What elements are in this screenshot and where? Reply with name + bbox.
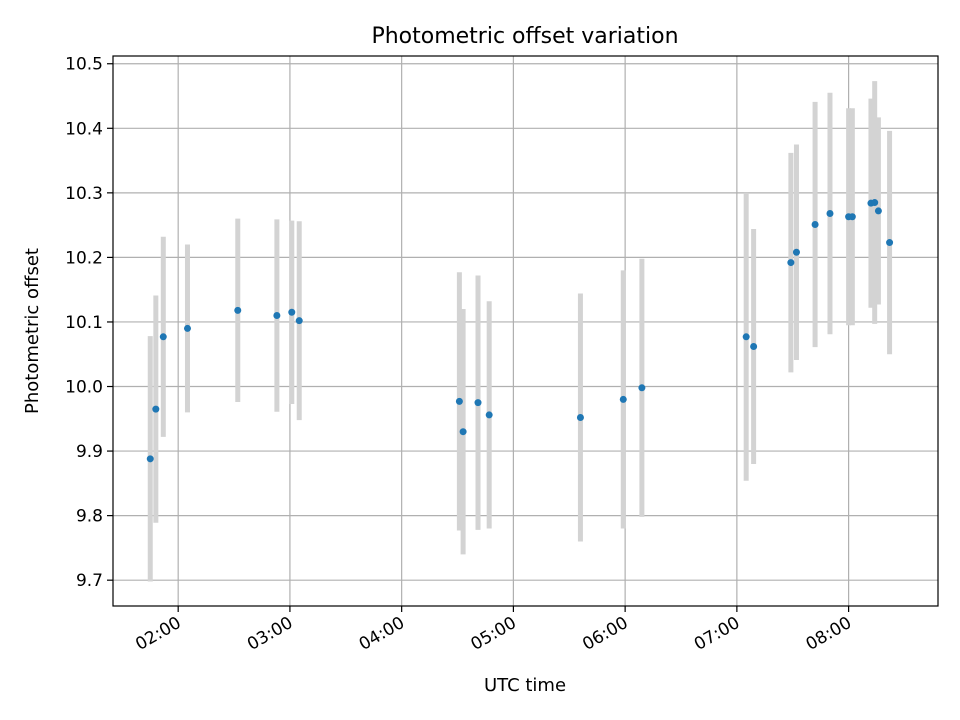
y-axis-label: Photometric offset: [22, 248, 43, 414]
y-tick-label: 10.3: [65, 184, 103, 204]
data-points: [146, 199, 894, 463]
data-point: [455, 397, 463, 405]
data-point: [576, 414, 584, 422]
data-point: [787, 259, 795, 267]
data-point: [159, 333, 167, 341]
x-tick-label: 06:00: [579, 613, 631, 655]
y-tick-label: 9.9: [76, 442, 103, 462]
data-point: [792, 248, 800, 256]
x-tick-label: 03:00: [244, 613, 296, 655]
x-tick-label: 04:00: [356, 613, 408, 655]
data-point: [871, 199, 879, 207]
data-point: [750, 342, 758, 350]
data-point: [742, 333, 750, 341]
x-tick-label: 02:00: [132, 613, 184, 655]
y-tick-label: 10.5: [65, 55, 103, 75]
data-point: [295, 317, 303, 325]
data-point: [146, 455, 154, 463]
data-point: [474, 399, 482, 407]
x-tick-label: 05:00: [467, 613, 519, 655]
error-bars: [147, 81, 893, 582]
x-tick-label: 07:00: [691, 613, 743, 655]
data-point: [234, 306, 242, 314]
data-point: [152, 405, 160, 413]
data-point: [874, 207, 882, 215]
plot-frame: [112, 55, 939, 607]
y-tick-label: 10.1: [65, 313, 103, 333]
data-point: [848, 213, 856, 221]
y-tick-label: 9.8: [76, 507, 103, 527]
data-point: [288, 308, 296, 316]
y-tick-label: 10.0: [65, 378, 103, 398]
data-point: [811, 220, 819, 228]
data-point: [886, 239, 894, 247]
y-tick-label: 10.4: [65, 119, 103, 139]
data-point: [273, 312, 281, 320]
data-point: [638, 384, 646, 392]
data-point: [826, 210, 834, 218]
chart-title: Photometric offset variation: [371, 24, 678, 49]
y-axis-ticks: 9.7 9.8 9.9 10.0 10.1 10.2 10.3 10.4 10.5: [65, 55, 113, 591]
data-point: [619, 395, 627, 403]
x-tick-label: 08:00: [803, 613, 855, 655]
y-tick-label: 9.7: [76, 571, 103, 591]
data-point: [183, 324, 191, 332]
y-tick-label: 10.2: [65, 248, 103, 268]
data-point: [459, 428, 467, 436]
data-point: [485, 411, 493, 419]
x-axis-ticks: 02:00 03:00 04:00 05:00 06:00 07:00 08:00: [132, 606, 855, 655]
x-axis-label: UTC time: [484, 675, 566, 696]
